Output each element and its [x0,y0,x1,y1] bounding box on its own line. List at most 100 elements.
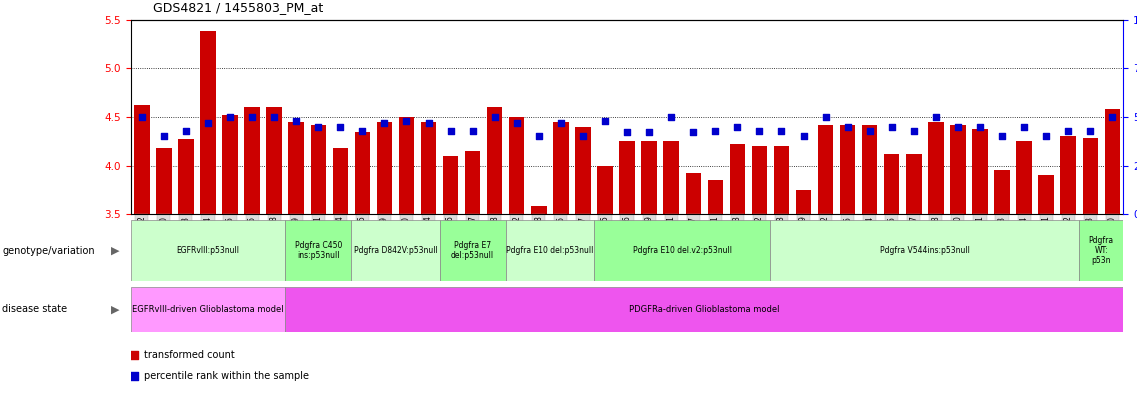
Bar [506,220,594,281]
Bar [399,117,414,214]
Bar [333,148,348,214]
Bar [531,206,547,214]
Bar [421,122,437,214]
Bar [554,122,568,214]
Text: GDS4821 / 1455803_PM_at: GDS4821 / 1455803_PM_at [153,1,324,14]
Text: PDGFRa-driven Glioblastoma model: PDGFRa-driven Glioblastoma model [629,305,780,314]
Point [684,129,703,136]
Point [420,119,438,126]
Point [290,54,308,60]
Bar [134,105,149,214]
Bar [465,151,480,214]
Text: Pdgfra E7
del:p53null: Pdgfra E7 del:p53null [451,241,495,260]
Point [839,123,857,130]
Bar [376,122,392,214]
Point [882,123,901,130]
Bar [686,173,700,214]
Bar [351,220,440,281]
Bar [730,144,745,214]
Point [772,127,790,134]
Point [199,119,217,126]
Text: EGFRvIII-driven Glioblastoma model: EGFRvIII-driven Glioblastoma model [132,305,284,314]
Point [441,127,459,134]
Point [287,118,305,124]
Bar [156,148,172,214]
Point [861,127,879,134]
Point [375,119,393,126]
Point [354,127,372,134]
Point [1015,123,1034,130]
Point [309,123,327,130]
Text: Pdgfra V544ins:p53null: Pdgfra V544ins:p53null [880,246,970,255]
Point [640,129,658,136]
Bar [1105,109,1120,214]
Bar [575,127,590,214]
Bar [131,287,285,332]
Point [221,114,239,120]
Bar [796,190,811,214]
Bar [487,107,503,214]
Bar [664,141,679,214]
Point [331,123,349,130]
Text: Pdgfra E10 del:p53null: Pdgfra E10 del:p53null [506,246,594,255]
Point [662,114,680,120]
Point [265,114,283,120]
Point [551,119,570,126]
Text: transformed count: transformed count [143,350,234,360]
Bar [285,287,1123,332]
Text: disease state: disease state [2,305,67,314]
Bar [995,171,1010,214]
Bar [1038,175,1054,214]
Bar [223,115,238,214]
Bar [641,141,657,214]
Point [290,242,308,249]
Bar [179,139,193,214]
Bar [885,154,899,214]
Bar [951,125,965,214]
Bar [906,154,921,214]
Bar [310,125,326,214]
Bar [771,220,1079,281]
Text: percentile rank within the sample: percentile rank within the sample [143,371,308,381]
Bar [440,220,506,281]
Point [1059,127,1077,134]
Point [177,127,196,134]
Bar [244,107,259,214]
Point [905,127,923,134]
Bar [862,125,878,214]
Bar [707,180,723,214]
Text: Pdgfra D842V:p53null: Pdgfra D842V:p53null [354,246,438,255]
Bar [509,117,524,214]
Bar [972,129,988,214]
Point [816,114,835,120]
Bar [840,125,855,214]
Point [948,123,966,130]
Point [750,127,769,134]
Text: genotype/variation: genotype/variation [2,246,94,255]
Text: EGFRvIII:p53null: EGFRvIII:p53null [176,246,240,255]
Point [619,129,637,136]
Point [1081,127,1099,134]
Point [155,133,173,140]
Point [706,127,724,134]
Point [1103,114,1121,120]
Point [729,123,747,130]
Bar [1061,136,1076,214]
Bar [1016,141,1031,214]
Bar [355,132,370,214]
Point [530,133,548,140]
Point [574,133,592,140]
Point [243,114,262,120]
Text: Pdgfra E10 del.v2:p53null: Pdgfra E10 del.v2:p53null [632,246,732,255]
Point [596,118,614,124]
Bar [1079,220,1123,281]
Bar [131,220,285,281]
Bar [1082,138,1098,214]
Point [398,118,416,124]
Bar [200,31,216,214]
Bar [266,107,282,214]
Point [971,123,989,130]
Point [993,133,1011,140]
Bar [774,146,789,214]
Point [795,133,813,140]
